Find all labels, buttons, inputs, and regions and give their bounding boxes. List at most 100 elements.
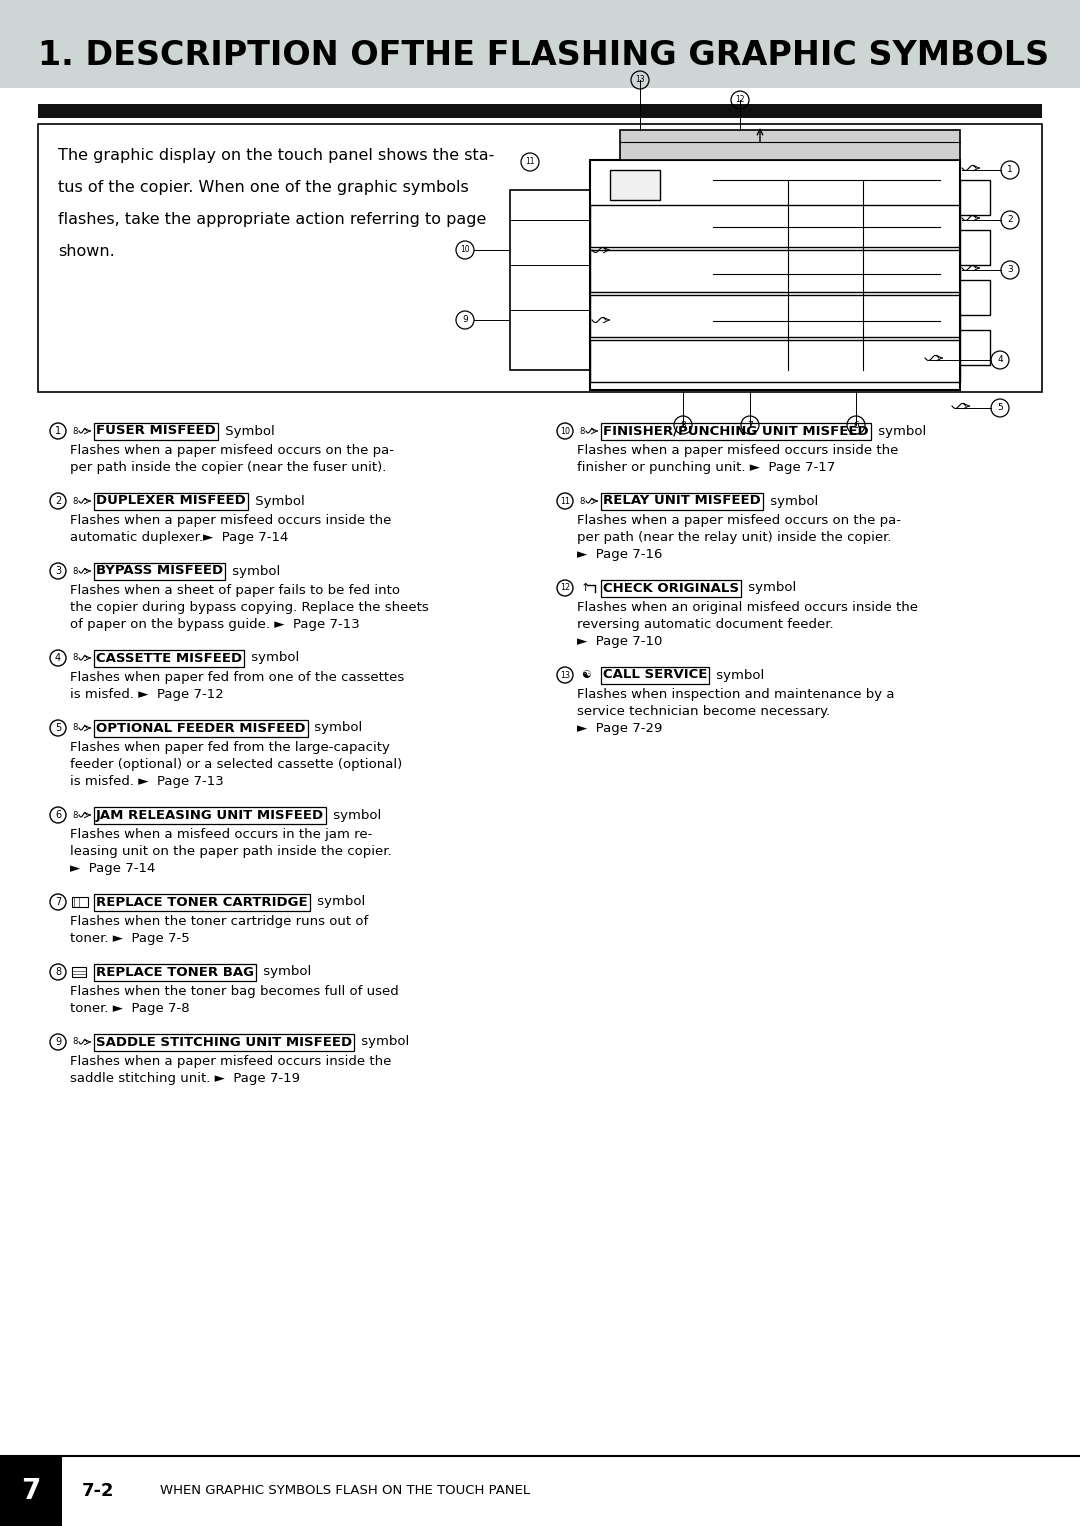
Text: symbol: symbol — [312, 896, 365, 908]
Bar — [590, 204, 960, 247]
Text: automatic duplexer.►  Page 7-14: automatic duplexer.► Page 7-14 — [70, 531, 288, 543]
Text: symbol: symbol — [874, 424, 926, 438]
Text: symbol: symbol — [713, 668, 765, 682]
Text: 11: 11 — [525, 157, 535, 166]
Text: 8: 8 — [72, 496, 78, 505]
Bar — [960, 180, 990, 215]
Text: CALL SERVICE: CALL SERVICE — [603, 668, 707, 682]
Bar — [94, 650, 244, 667]
Text: flashes, take the appropriate action referring to page: flashes, take the appropriate action ref… — [58, 212, 486, 227]
Text: 8: 8 — [72, 426, 78, 435]
Text: FUSER MISFEED: FUSER MISFEED — [96, 424, 216, 438]
Text: OPTIONAL FEEDER MISFEED: OPTIONAL FEEDER MISFEED — [96, 722, 306, 734]
Text: 4: 4 — [55, 653, 62, 662]
Text: CHECK ORIGINALS: CHECK ORIGINALS — [603, 581, 739, 595]
Text: REPLACE TONER CARTRIDGE: REPLACE TONER CARTRIDGE — [96, 896, 308, 908]
Text: of paper on the bypass guide. ►  Page 7-13: of paper on the bypass guide. ► Page 7-1… — [70, 618, 360, 630]
Text: symbol: symbol — [311, 722, 363, 734]
Text: Flashes when paper fed from the large-capacity: Flashes when paper fed from the large-ca… — [70, 742, 390, 754]
Text: 8: 8 — [680, 421, 686, 429]
Bar — [38, 104, 1042, 118]
Bar — [94, 423, 218, 439]
Text: 4: 4 — [997, 356, 1003, 365]
Text: symbol: symbol — [228, 565, 281, 577]
Bar — [590, 340, 960, 382]
Text: Flashes when the toner bag becomes full of used: Flashes when the toner bag becomes full … — [70, 984, 399, 998]
Text: feeder (optional) or a selected cassette (optional): feeder (optional) or a selected cassette… — [70, 758, 402, 771]
Text: 8: 8 — [579, 426, 584, 435]
Text: 1: 1 — [1008, 165, 1013, 174]
Text: 6: 6 — [55, 810, 62, 819]
Bar — [94, 719, 308, 737]
Text: Flashes when a paper misfeed occurs on the pa-: Flashes when a paper misfeed occurs on t… — [70, 444, 394, 456]
Text: Symbol: Symbol — [251, 494, 305, 508]
Text: 13: 13 — [635, 75, 645, 84]
Text: Flashes when a paper misfeed occurs inside the: Flashes when a paper misfeed occurs insi… — [70, 514, 391, 526]
Text: BYPASS MISFEED: BYPASS MISFEED — [96, 565, 224, 577]
Text: 3: 3 — [55, 566, 62, 575]
Bar — [0, 1456, 62, 1526]
Text: Flashes when paper fed from one of the cassettes: Flashes when paper fed from one of the c… — [70, 671, 404, 684]
Text: symbol: symbol — [329, 809, 381, 821]
Text: is misfed. ►  Page 7-12: is misfed. ► Page 7-12 — [70, 688, 224, 700]
Text: symbol: symbol — [357, 1036, 409, 1048]
Text: 12: 12 — [559, 583, 570, 592]
Bar — [72, 967, 86, 977]
Bar — [610, 169, 660, 200]
Text: shown.: shown. — [58, 244, 114, 259]
Text: ►  Page 7-14: ► Page 7-14 — [70, 862, 156, 874]
Bar — [590, 160, 960, 391]
Text: is misfed. ►  Page 7-13: is misfed. ► Page 7-13 — [70, 775, 224, 787]
Text: 12: 12 — [735, 96, 745, 104]
Text: symbol: symbol — [247, 652, 299, 664]
Text: SADDLE STITCHING UNIT MISFEED: SADDLE STITCHING UNIT MISFEED — [96, 1036, 352, 1048]
Text: 9: 9 — [462, 316, 468, 325]
Text: symbol: symbol — [766, 494, 818, 508]
Bar — [590, 295, 960, 337]
Text: reversing automatic document feeder.: reversing automatic document feeder. — [577, 618, 834, 630]
Text: WHEN GRAPHIC SYMBOLS FLASH ON THE TOUCH PANEL: WHEN GRAPHIC SYMBOLS FLASH ON THE TOUCH … — [160, 1485, 530, 1497]
Bar — [510, 191, 590, 369]
Bar — [590, 250, 960, 291]
Text: 5: 5 — [997, 403, 1003, 412]
Bar — [600, 423, 870, 439]
Bar — [600, 493, 762, 510]
Text: 7: 7 — [747, 421, 753, 429]
Text: FINISHER/PUNCHING UNIT MISFEED: FINISHER/PUNCHING UNIT MISFEED — [603, 424, 868, 438]
Text: 1: 1 — [55, 426, 62, 436]
Text: Flashes when a misfeed occurs in the jam re-: Flashes when a misfeed occurs in the jam… — [70, 829, 373, 841]
Text: 11: 11 — [561, 496, 570, 505]
Bar — [600, 580, 741, 597]
Text: symbol: symbol — [259, 966, 311, 978]
Text: 8: 8 — [72, 566, 78, 575]
Text: DUPLEXER MISFEED: DUPLEXER MISFEED — [96, 494, 246, 508]
Text: Flashes when inspection and maintenance by a: Flashes when inspection and maintenance … — [577, 688, 894, 700]
Text: the copier during bypass copying. Replace the sheets: the copier during bypass copying. Replac… — [70, 601, 429, 613]
Text: toner. ►  Page 7-5: toner. ► Page 7-5 — [70, 932, 190, 945]
Text: saddle stitching unit. ►  Page 7-19: saddle stitching unit. ► Page 7-19 — [70, 1071, 300, 1085]
Text: 6: 6 — [853, 421, 859, 429]
Text: toner. ►  Page 7-8: toner. ► Page 7-8 — [70, 1003, 190, 1015]
Bar — [94, 1033, 354, 1050]
Text: symbol: symbol — [744, 581, 796, 595]
Bar — [960, 230, 990, 266]
Text: Flashes when the toner cartridge runs out of: Flashes when the toner cartridge runs ou… — [70, 916, 368, 928]
Text: The graphic display on the touch panel shows the sta-: The graphic display on the touch panel s… — [58, 148, 495, 163]
Text: ☯: ☯ — [581, 670, 591, 681]
Text: 8: 8 — [72, 810, 78, 819]
Bar — [94, 963, 256, 981]
Bar — [94, 493, 247, 510]
Text: 3: 3 — [1008, 266, 1013, 275]
Text: 8: 8 — [72, 723, 78, 732]
Text: ↑: ↑ — [581, 583, 591, 594]
Text: Symbol: Symbol — [220, 424, 274, 438]
Text: ►  Page 7-10: ► Page 7-10 — [577, 635, 662, 649]
Text: 8: 8 — [579, 496, 584, 505]
Text: 8: 8 — [72, 653, 78, 662]
Text: finisher or punching unit. ►  Page 7-17: finisher or punching unit. ► Page 7-17 — [577, 461, 835, 475]
Text: RELAY UNIT MISFEED: RELAY UNIT MISFEED — [603, 494, 760, 508]
Text: 10: 10 — [561, 426, 570, 435]
Text: 5: 5 — [55, 723, 62, 732]
Text: leasing unit on the paper path inside the copier.: leasing unit on the paper path inside th… — [70, 845, 392, 858]
Text: per path inside the copier (near the fuser unit).: per path inside the copier (near the fus… — [70, 461, 387, 475]
